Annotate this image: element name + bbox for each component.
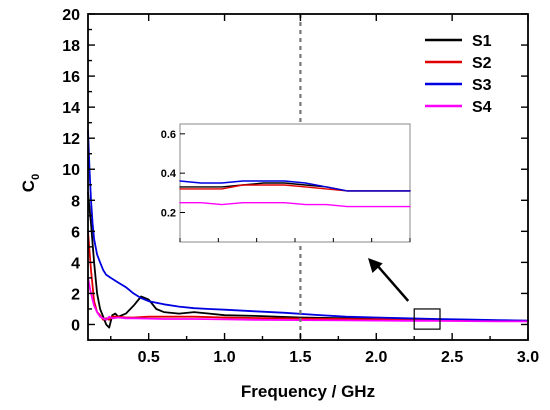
y-axis-title-main: C — [19, 180, 38, 192]
y-tick-label: 6 — [71, 224, 80, 241]
x-axis-ticks: 0.5 1.0 1.5 2.0 2.5 3.0 — [110, 14, 539, 366]
y-axis-ticks: 0 2 4 6 8 10 12 14 16 18 20 — [62, 7, 528, 334]
y-tick-label: 12 — [62, 131, 80, 148]
legend-label-s3: S3 — [472, 77, 492, 94]
zoom-region-box — [413, 308, 441, 330]
y-axis-title-subscript: 0 — [30, 174, 42, 180]
series-line-s3 — [87, 129, 529, 322]
y-tick-label: 10 — [62, 162, 80, 179]
x-tick-label: 2.5 — [441, 349, 463, 366]
legend-label-s4: S4 — [472, 99, 492, 116]
y-tick-label: 2 — [71, 286, 80, 303]
y-tick-label: 4 — [71, 255, 80, 272]
legend-label-s2: S2 — [472, 55, 492, 72]
inset-series-line-s4 — [179, 202, 411, 208]
legend: S1 S2 S3 S4 — [425, 33, 492, 116]
y-tick-label: 18 — [62, 38, 80, 55]
x-tick-label: 3.0 — [517, 349, 539, 366]
y-tick-label: 16 — [62, 69, 80, 86]
plot-frame — [87, 13, 529, 341]
y-tick-label: 20 — [62, 7, 80, 24]
main-plot-series-group — [87, 129, 529, 329]
y-axis-title-group: C0 — [19, 174, 42, 192]
zoom-arrow-shaft — [375, 263, 410, 302]
x-tick-label: 0.5 — [138, 349, 160, 366]
y-tick-label: 14 — [62, 100, 80, 117]
y-axis-title: C0 — [19, 174, 42, 192]
x-axis-title: Frequency / GHz — [241, 382, 375, 401]
legend-label-s1: S1 — [472, 33, 492, 50]
series-line-s4 — [87, 277, 529, 323]
inset-y-tick-label: 0.4 — [161, 168, 177, 180]
x-tick-label: 1.0 — [213, 349, 235, 366]
y-tick-label: 8 — [71, 193, 80, 210]
inset-series-line-s3 — [179, 180, 411, 192]
x-tick-label: 2.0 — [365, 349, 387, 366]
inset-y-tick-label: 0.6 — [161, 129, 176, 141]
zoom-arrow-head — [368, 258, 383, 274]
inset-plot: 0.2 0.4 0.6 — [161, 123, 411, 243]
zoom-arrow — [368, 258, 410, 302]
inset-y-tick-label: 0.2 — [161, 208, 176, 220]
y-tick-label: 0 — [71, 317, 80, 334]
x-tick-label: 1.5 — [289, 349, 311, 366]
